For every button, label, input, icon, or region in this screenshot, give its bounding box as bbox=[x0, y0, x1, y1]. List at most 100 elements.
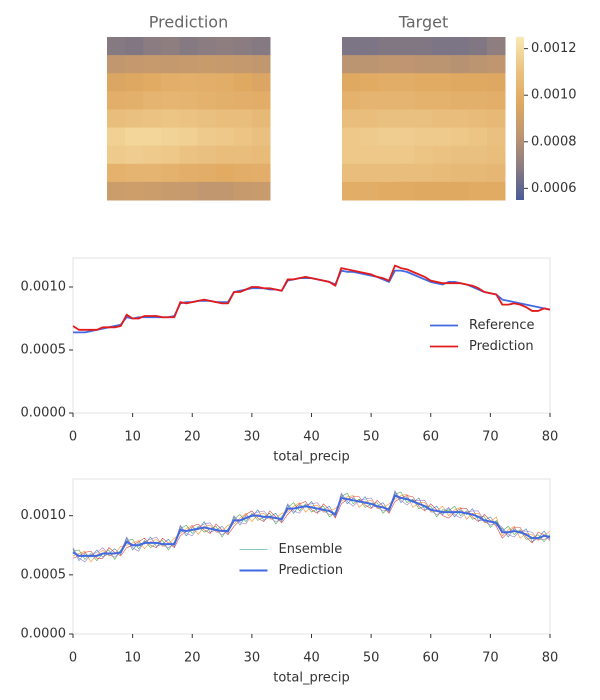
heatmap-cell bbox=[143, 163, 162, 183]
heatmap-cell bbox=[125, 145, 144, 165]
heatmap-cell bbox=[215, 109, 235, 129]
colorbar-tick-label: 0.0010 bbox=[531, 88, 577, 103]
heatmap-cell bbox=[143, 55, 162, 74]
heatmap-cell bbox=[468, 55, 488, 74]
heatmap-cell bbox=[179, 55, 199, 74]
heatmap-cell bbox=[143, 109, 162, 129]
heatmap-cell bbox=[161, 163, 180, 183]
x-tick-label: 80 bbox=[542, 430, 559, 445]
colorbar-tick-label: 0.0012 bbox=[531, 41, 577, 56]
heatmap-cell bbox=[468, 37, 488, 56]
heatmap-cell bbox=[450, 73, 470, 92]
y-tick-label: 0.0005 bbox=[21, 342, 67, 357]
heatmap-cell bbox=[179, 181, 199, 201]
y-tick-label: 0.0005 bbox=[21, 567, 67, 582]
y-tick-label: 0.0010 bbox=[21, 279, 67, 294]
heatmap-cell bbox=[215, 55, 235, 74]
heatmap-title: Target bbox=[398, 13, 449, 32]
heatmap-cell bbox=[342, 91, 361, 110]
heatmap-cell bbox=[107, 127, 126, 147]
x-tick-label: 20 bbox=[184, 430, 201, 445]
heatmap-cell bbox=[486, 91, 506, 110]
heatmap-cell bbox=[486, 37, 506, 56]
heatmap-cell bbox=[360, 37, 379, 56]
heatmap-cell bbox=[143, 37, 162, 56]
heatmap-cell bbox=[396, 73, 415, 92]
heatmap-cell bbox=[143, 181, 162, 201]
y-tick-label: 0.0000 bbox=[21, 627, 67, 642]
heatmap-cell bbox=[414, 109, 434, 129]
heatmap-cell bbox=[179, 73, 199, 92]
ensemble-line bbox=[72, 494, 551, 563]
series-line bbox=[72, 264, 551, 331]
x-tick-label: 10 bbox=[124, 430, 141, 445]
heatmap-cell bbox=[342, 163, 361, 183]
heatmap-cell bbox=[215, 163, 235, 183]
heatmap-cell bbox=[161, 109, 180, 129]
heatmap-cell bbox=[179, 145, 199, 165]
heatmap-cell bbox=[486, 73, 506, 92]
x-tick-label: 80 bbox=[542, 651, 559, 666]
heatmap-cell bbox=[414, 163, 434, 183]
heatmap-cell bbox=[161, 55, 180, 74]
heatmap-cell bbox=[414, 37, 434, 56]
heatmap-cell bbox=[251, 37, 271, 56]
heatmap-cell bbox=[414, 145, 434, 165]
heatmap-cell bbox=[197, 37, 217, 56]
legend-label: Ensemble bbox=[279, 542, 343, 557]
x-axis-label: total_precip bbox=[273, 671, 350, 686]
heatmap-cell bbox=[450, 91, 470, 110]
heatmap-cell bbox=[396, 55, 415, 74]
heatmap-cell bbox=[107, 163, 126, 183]
x-tick-label: 20 bbox=[184, 651, 201, 666]
y-tick-label: 0.0010 bbox=[21, 508, 67, 523]
heatmap-cell bbox=[179, 127, 199, 147]
heatmap-cell bbox=[233, 73, 253, 92]
heatmap-cell bbox=[378, 145, 397, 165]
heatmap-cell bbox=[432, 55, 452, 74]
heatmap-cell bbox=[432, 127, 452, 147]
heatmap-cell bbox=[378, 181, 397, 201]
heatmap-cell bbox=[468, 91, 488, 110]
y-tick-label: 0.0000 bbox=[21, 406, 67, 421]
heatmap-cell bbox=[107, 37, 126, 56]
heatmap-cell bbox=[360, 127, 379, 147]
heatmap-cell bbox=[486, 145, 506, 165]
heatmap-cell bbox=[396, 91, 415, 110]
legend-label: Prediction bbox=[469, 339, 534, 354]
heatmap-cell bbox=[125, 37, 144, 56]
heatmap-cell bbox=[107, 73, 126, 92]
legend-label: Prediction bbox=[279, 563, 344, 578]
heatmap-cell bbox=[215, 73, 235, 92]
heatmap-cell bbox=[215, 37, 235, 56]
heatmap-cell bbox=[360, 163, 379, 183]
heatmap-cell bbox=[161, 181, 180, 201]
heatmap-cell bbox=[378, 91, 397, 110]
heatmap-cell bbox=[378, 37, 397, 56]
heatmap-cell bbox=[107, 145, 126, 165]
heatmap-cell bbox=[414, 91, 434, 110]
heatmap-cell bbox=[486, 127, 506, 147]
heatmap-cell bbox=[197, 127, 217, 147]
heatmap-cell bbox=[468, 163, 488, 183]
heatmap-cell bbox=[450, 109, 470, 129]
heatmap-cell bbox=[197, 73, 217, 92]
heatmap-cell bbox=[179, 91, 199, 110]
colorbar bbox=[516, 37, 524, 200]
heatmap-cell bbox=[396, 127, 415, 147]
ensemble-line bbox=[72, 490, 551, 563]
heatmap-cell bbox=[251, 91, 271, 110]
heatmap-cell bbox=[432, 37, 452, 56]
heatmap-cell bbox=[396, 181, 415, 201]
heatmap-cell bbox=[233, 181, 253, 201]
heatmap-cell bbox=[378, 109, 397, 129]
heatmap-cell bbox=[342, 127, 361, 147]
heatmap-cell bbox=[432, 109, 452, 129]
heatmap-cell bbox=[432, 73, 452, 92]
heatmap-cell bbox=[233, 109, 253, 129]
heatmap-cell bbox=[143, 73, 162, 92]
heatmap-cell bbox=[179, 37, 199, 56]
heatmap-cell bbox=[450, 127, 470, 147]
heatmap-cell bbox=[251, 181, 271, 201]
